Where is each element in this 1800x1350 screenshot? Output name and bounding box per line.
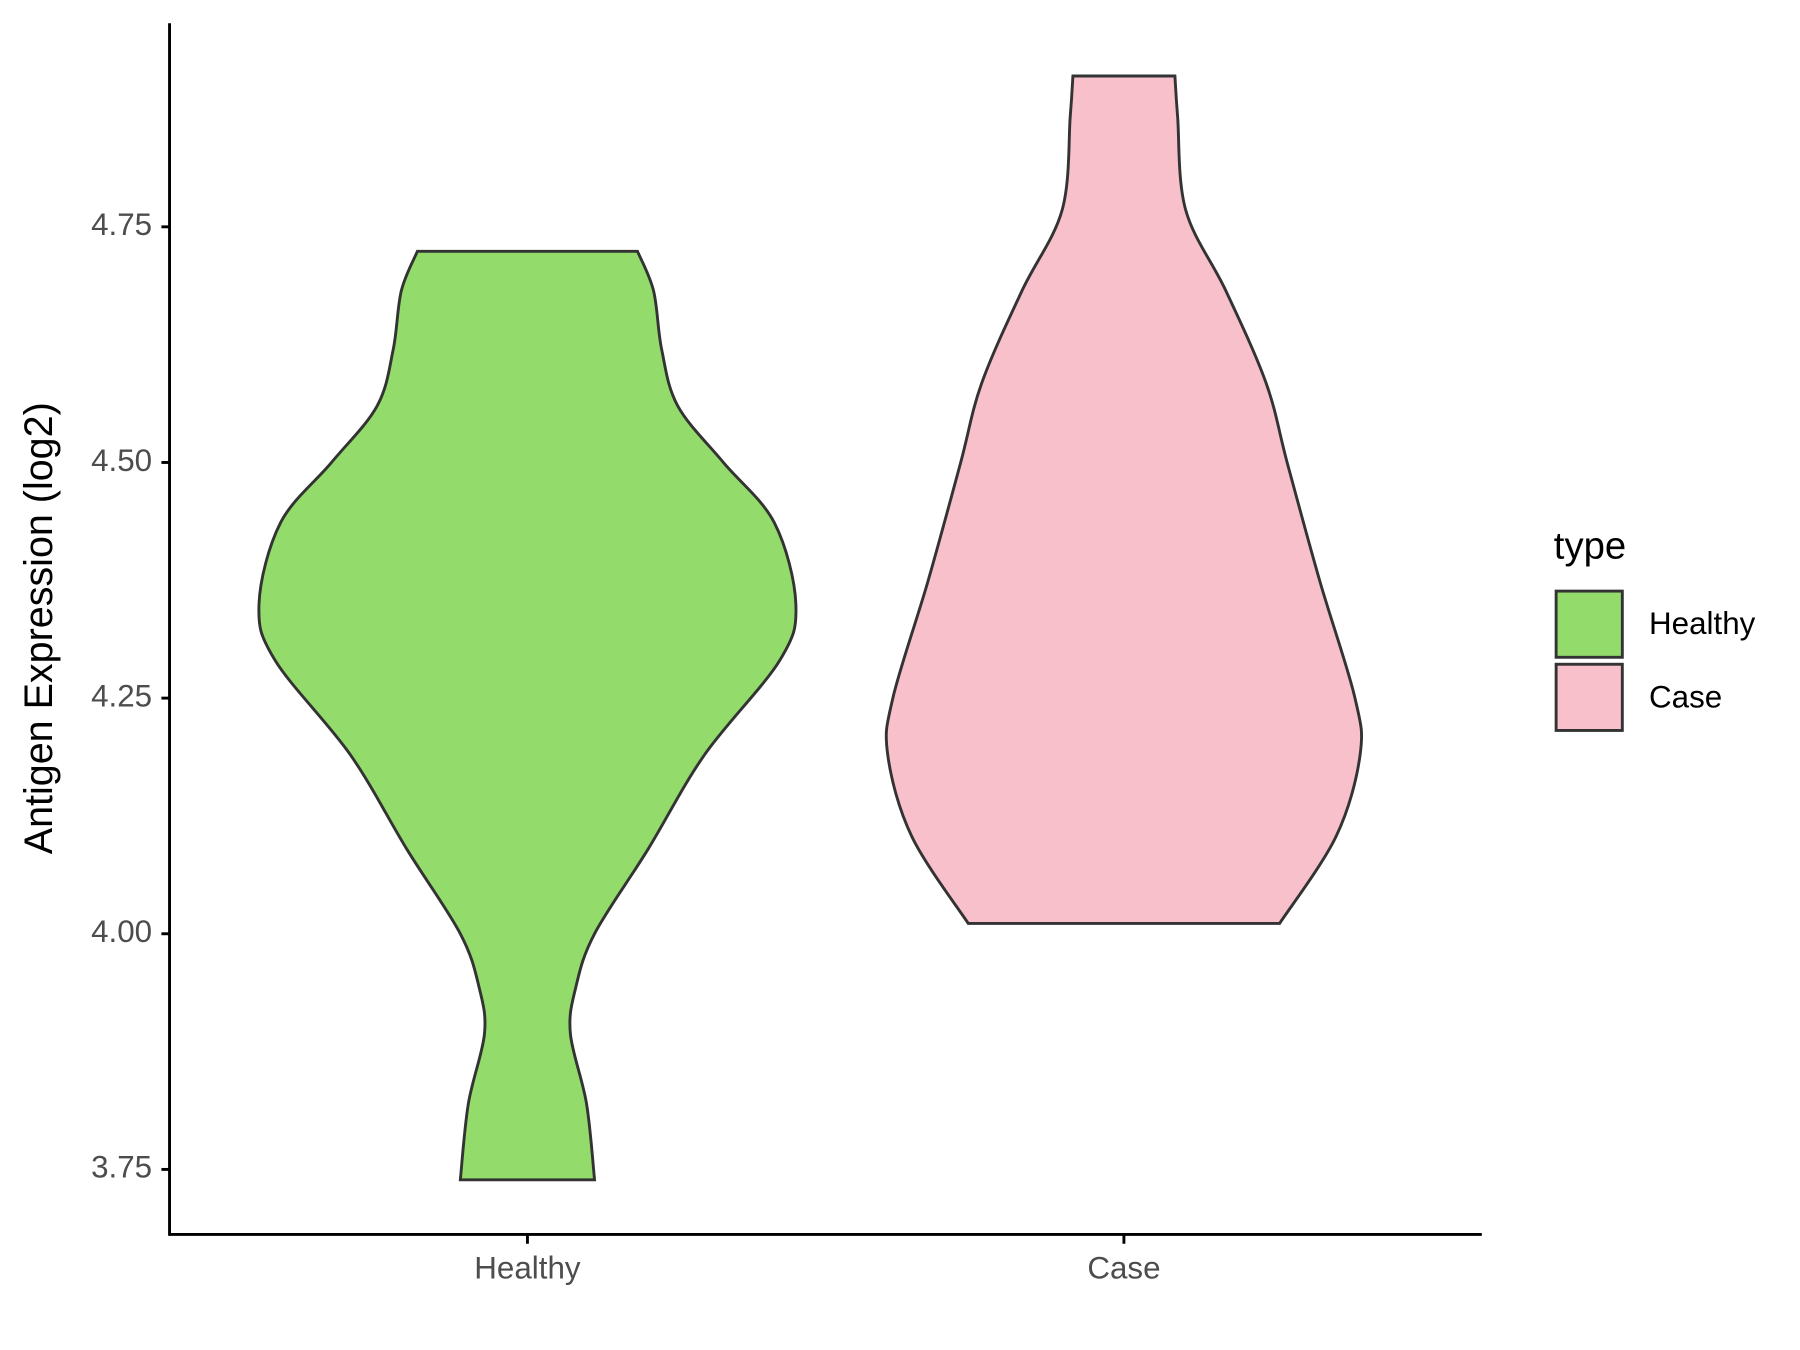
legend-title: type xyxy=(1554,524,1626,567)
y-tick-label: 4.75 xyxy=(91,207,152,242)
y-tick-label: 4.50 xyxy=(91,443,152,478)
y-tick-label: 4.00 xyxy=(91,914,152,949)
legend-swatch xyxy=(1554,589,1624,659)
y-tick-label: 4.25 xyxy=(91,678,152,713)
y-tick-label: 3.75 xyxy=(91,1150,152,1185)
violin xyxy=(884,74,1364,925)
x-tick-label: Case xyxy=(1087,1251,1160,1286)
legend-swatch xyxy=(1554,662,1624,732)
legend-label: Healthy xyxy=(1649,606,1756,641)
y-axis-title: Antigen Expression (log2) xyxy=(17,402,61,854)
violin xyxy=(257,249,798,1182)
legend-label: Case xyxy=(1649,679,1722,714)
x-tick-label: Healthy xyxy=(474,1251,581,1286)
